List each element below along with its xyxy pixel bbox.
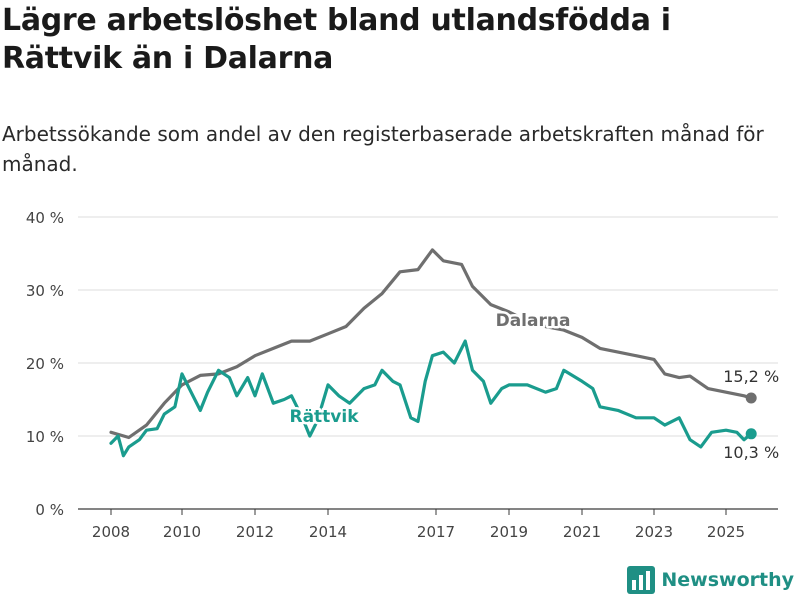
x-tick-label: 2010 <box>163 523 201 541</box>
x-tick-label: 2021 <box>563 523 601 541</box>
axes: 0 % 10 % 20 % 30 % 40 % 2008 2010 2012 2014 2017 2… <box>26 209 745 541</box>
y-tick-label: 30 % <box>26 282 64 300</box>
series-label: Rättvik <box>289 407 359 427</box>
series-end-label: 10,3 % <box>723 443 779 462</box>
y-tick-label: 20 % <box>26 355 64 373</box>
series-label: Dalarna <box>496 311 571 331</box>
series <box>109 248 757 458</box>
chart-title: Lägre arbetslöshet bland utlandsfödda i … <box>2 3 671 76</box>
brand-footer: Newsworthy <box>627 566 794 594</box>
labels: Dalarna 15,2 % Rättvik 10,3 % <box>287 309 781 464</box>
x-tick-label: 2008 <box>92 523 130 541</box>
x-tick-label: 2019 <box>490 523 528 541</box>
line-chart: 0 % 10 % 20 % 30 % 40 % 2008 2010 2012 2014 2017 2… <box>26 209 781 541</box>
brand-name: Newsworthy <box>661 569 794 591</box>
series-line-r-ttvik <box>109 339 753 458</box>
series-end-point <box>745 428 757 440</box>
series-end-label: 15,2 % <box>723 367 779 386</box>
x-tick-label: 2014 <box>309 523 347 541</box>
x-tick-label: 2017 <box>417 523 455 541</box>
x-tick-label: 2023 <box>635 523 673 541</box>
gridlines <box>78 216 778 510</box>
newsworthy-logo-icon <box>627 566 656 594</box>
chart-subtitle: Arbetssökande som andel av den registerb… <box>2 122 764 176</box>
x-tick-label: 2025 <box>707 523 745 541</box>
x-tick-label: 2012 <box>236 523 274 541</box>
series-line-dalarna <box>109 248 753 440</box>
y-tick-label: 40 % <box>26 209 64 227</box>
y-tick-label: 0 % <box>35 501 64 519</box>
y-tick-label: 10 % <box>26 428 64 446</box>
series-end-point <box>745 392 757 404</box>
